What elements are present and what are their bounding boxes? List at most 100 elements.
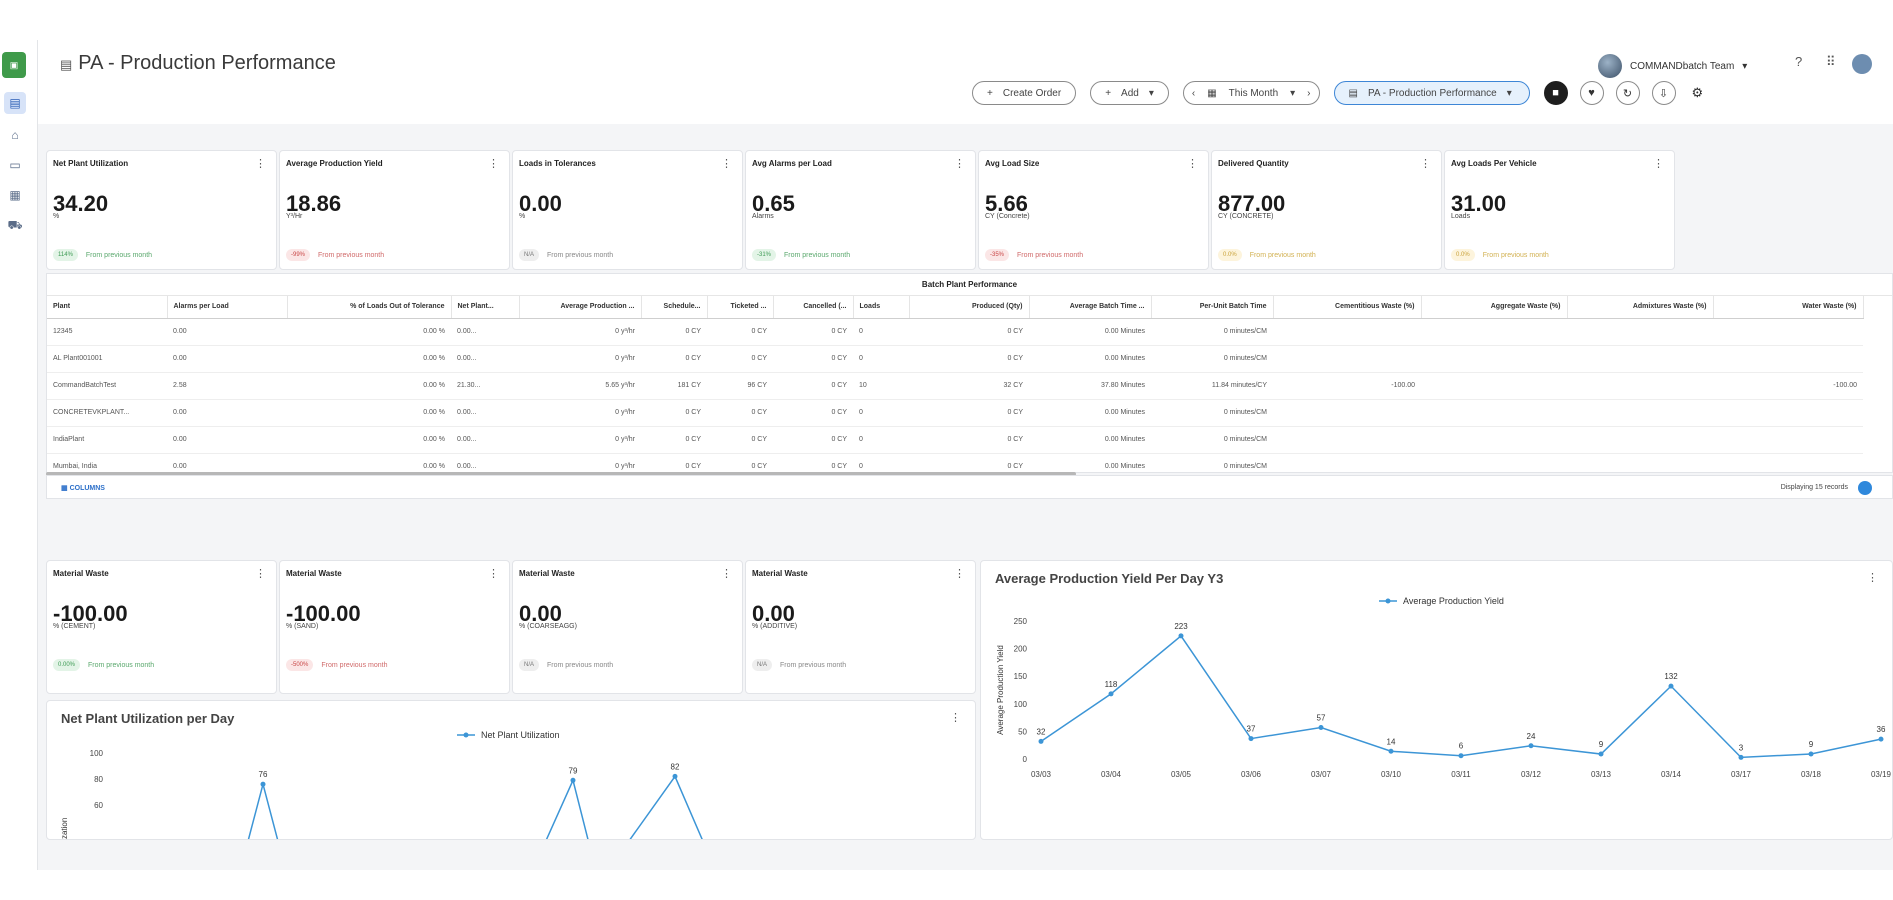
column-header[interactable]: Produced (Qty) <box>909 296 1030 319</box>
column-header[interactable]: Cancelled (... <box>773 296 854 319</box>
table-cell: 21.30... <box>451 372 519 400</box>
column-header[interactable]: Average Batch Time ... <box>1029 296 1152 319</box>
more-options-icon[interactable]: ⋮ <box>950 712 961 724</box>
more-options-icon[interactable]: ⋮ <box>1653 158 1664 170</box>
columns-button[interactable]: ▦ COLUMNS <box>61 485 105 492</box>
column-header[interactable]: Net Plant... <box>451 296 520 319</box>
chevron-right-icon[interactable]: › <box>1307 87 1311 99</box>
data-point <box>1388 748 1394 754</box>
table-row[interactable]: IndiaPlant 0.00 0.00 % 0.00... 0 y³/hr 0 CY 0 … <box>47 426 1863 454</box>
refresh-icon[interactable]: ↻ <box>1615 81 1640 105</box>
table-nav-icon[interactable]: ▦ <box>9 188 21 202</box>
settings-gear-icon[interactable]: ⚙ <box>1691 85 1704 100</box>
table-row[interactable]: CommandBatchTest 2.58 0.00 % 21.30... 5.65 y… <box>47 372 1863 400</box>
add-dropdown[interactable]: + Add ▾ <box>1090 81 1169 105</box>
chevron-left-icon[interactable]: ‹ <box>1191 87 1196 99</box>
x-tick-label: 03/18 <box>1801 770 1822 779</box>
favorite-heart-icon[interactable]: ♥ <box>1579 81 1604 105</box>
y-axis-label: Average Production Yield <box>996 645 1005 735</box>
legend-marker <box>463 732 469 738</box>
data-label: 79 <box>569 766 578 775</box>
home-nav-icon[interactable]: ⌂ <box>11 128 19 142</box>
table-cell <box>1713 399 1863 427</box>
more-options-icon[interactable]: ⋮ <box>1867 572 1878 584</box>
data-label: 32 <box>1037 727 1046 736</box>
table-row[interactable]: Mumbai, India 0.00 0.00 % 0.00... 0 y³/hr 0 C… <box>47 453 1863 472</box>
card-change: N/A From previous month <box>519 659 613 671</box>
column-header[interactable]: Schedule... <box>641 296 708 319</box>
lock-icon[interactable]: ■ <box>1543 81 1568 105</box>
batch-plant-performance-table: Batch Plant Performance Plant Alarms per … <box>46 273 1893 473</box>
x-tick-label: 03/04 <box>1101 770 1122 779</box>
table-cell <box>1273 426 1421 454</box>
card-value: 18.86 <box>286 191 342 216</box>
y-tick-label: 50 <box>1018 727 1027 736</box>
period-selector[interactable]: ‹ ▦ This Month ▾ › <box>1182 81 1320 105</box>
column-header[interactable]: Aggregate Waste (%) <box>1421 296 1568 319</box>
more-options-icon[interactable]: ⋮ <box>255 568 266 580</box>
column-header[interactable]: Loads <box>853 296 910 319</box>
kpi-card: Net Plant Utilization ⋮ 34.20 % 114% Fro… <box>46 150 277 270</box>
download-icon[interactable]: ⇩ <box>1651 81 1676 105</box>
card-change: 0.0% From previous month <box>1451 249 1549 261</box>
more-options-icon[interactable]: ⋮ <box>954 158 965 170</box>
apps-grid-icon[interactable]: ⠿ <box>1826 54 1836 69</box>
table-row[interactable]: AL Plant001001 0.00 0.00 % 0.00... 0 y³/hr 0 … <box>47 345 1863 373</box>
team-name: COMMANDbatch Team <box>1630 60 1735 72</box>
table-row[interactable]: 12345 0.00 0.00 % 0.00... 0 y³/hr 0 CY 0 CY 0 C… <box>47 318 1863 346</box>
card-change: 114% From previous month <box>53 249 152 261</box>
table-action-icon[interactable] <box>1858 481 1872 495</box>
profile-avatar[interactable] <box>1852 54 1872 74</box>
column-header[interactable]: Water Waste (%) <box>1713 296 1864 319</box>
column-header[interactable]: Cementitious Waste (%) <box>1273 296 1422 319</box>
column-header[interactable]: Average Production ... <box>519 296 642 319</box>
more-options-icon[interactable]: ⋮ <box>954 568 965 580</box>
column-header[interactable]: % of Loads Out of Tolerance <box>287 296 452 319</box>
data-label: 57 <box>1317 714 1326 723</box>
column-header[interactable]: Ticketed ... <box>707 296 774 319</box>
card-unit: % (COARSEAGG) <box>519 623 577 630</box>
x-tick-label: 03/03 <box>1031 770 1052 779</box>
help-icon[interactable]: ? <box>1795 54 1803 69</box>
table-cell <box>1421 318 1567 346</box>
table-body: 12345 0.00 0.00 % 0.00... 0 y³/hr 0 CY 0 CY 0 C… <box>47 318 1863 472</box>
chart-nav-icon[interactable]: ▭ <box>9 158 21 172</box>
change-badge: 0.00% <box>53 659 81 671</box>
table-cell: -100.00 <box>1713 372 1863 400</box>
card-value: 34.20 <box>53 191 109 216</box>
data-point <box>1318 725 1324 731</box>
table-cell: 0 CY <box>773 345 853 373</box>
more-options-icon[interactable]: ⋮ <box>255 158 266 170</box>
change-badge: -99% <box>286 249 311 261</box>
table-cell: 0 y³/hr <box>519 399 641 427</box>
card-unit: CY (CONCRETE) <box>1218 213 1274 220</box>
more-options-icon[interactable]: ⋮ <box>1420 158 1431 170</box>
more-options-icon[interactable]: ⋮ <box>721 158 732 170</box>
table-row[interactable]: CONCRETEVKPLANT... 0.00 0.00 % 0.00... 0 y³/… <box>47 399 1863 427</box>
dashboard-selector[interactable]: ▤ PA - Production Performance ▾ <box>1333 81 1530 105</box>
calendar-icon: ▦ <box>1207 87 1217 99</box>
card-value: -100.00 <box>286 601 361 626</box>
create-order-button[interactable]: + Create Order <box>972 81 1077 105</box>
column-header[interactable]: Per-Unit Batch Time <box>1151 296 1274 319</box>
x-tick-label: 03/07 <box>1311 770 1332 779</box>
table-cell: 0.00 Minutes <box>1029 399 1151 427</box>
column-header[interactable]: Alarms per Load <box>167 296 288 319</box>
table-cell: IndiaPlant <box>47 426 167 454</box>
truck-nav-icon[interactable]: ⛟ <box>7 218 23 232</box>
more-options-icon[interactable]: ⋮ <box>488 158 499 170</box>
table-horizontal-scrollbar[interactable] <box>46 472 1076 476</box>
app-logo[interactable]: ▣ <box>2 52 26 78</box>
table-cell: 0 minutes/CM <box>1151 426 1273 454</box>
column-header[interactable]: Plant <box>47 296 168 319</box>
more-options-icon[interactable]: ⋮ <box>1187 158 1198 170</box>
dashboard-nav-icon[interactable]: ▤ <box>4 92 26 114</box>
more-options-icon[interactable]: ⋮ <box>721 568 732 580</box>
card-title: Average Production Yield <box>286 159 383 168</box>
table-cell: 0.00 <box>167 318 287 346</box>
y-tick-label: 100 <box>90 749 104 758</box>
team-switcher[interactable]: COMMANDbatch Team ▾ <box>1598 54 1747 78</box>
column-header[interactable]: Admixtures Waste (%) <box>1567 296 1714 319</box>
more-options-icon[interactable]: ⋮ <box>488 568 499 580</box>
table-cell: 32 CY <box>909 372 1029 400</box>
